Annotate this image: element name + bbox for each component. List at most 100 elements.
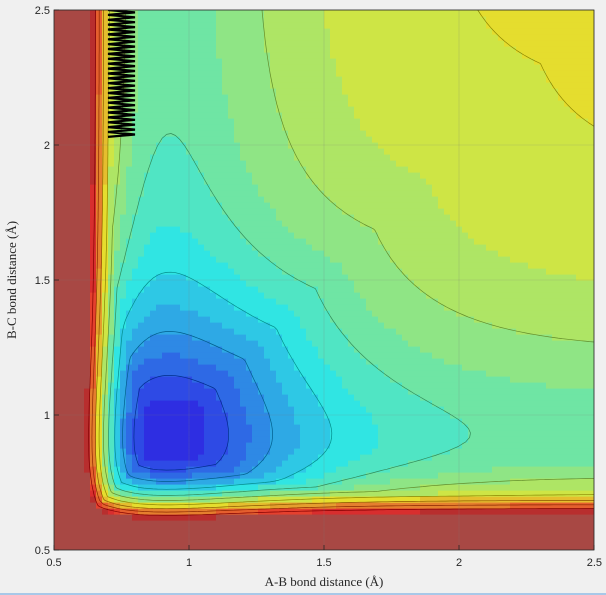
surface-cell: [72, 226, 79, 233]
surface-cell: [210, 148, 217, 155]
surface-cell: [384, 472, 391, 479]
surface-cell: [378, 184, 385, 191]
surface-cell: [78, 400, 85, 407]
surface-cell: [348, 538, 355, 545]
surface-cell: [192, 178, 199, 185]
surface-cell: [180, 130, 187, 137]
surface-cell: [138, 448, 145, 455]
surface-cell: [360, 544, 367, 550]
surface-cell: [222, 376, 229, 383]
surface-cell: [66, 514, 73, 521]
surface-cell: [240, 502, 247, 509]
surface-cell: [360, 154, 367, 161]
surface-cell: [264, 130, 271, 137]
surface-cell: [312, 106, 319, 113]
surface-cell: [288, 250, 295, 257]
surface-cell: [360, 34, 367, 41]
surface-cell: [300, 58, 307, 65]
surface-cell: [288, 316, 295, 323]
surface-cell: [90, 154, 97, 161]
surface-cell: [324, 436, 331, 443]
surface-cell: [138, 40, 145, 47]
surface-cell: [246, 286, 253, 293]
surface-cell: [168, 280, 175, 287]
surface-cell: [324, 358, 331, 365]
surface-cell: [162, 472, 169, 479]
surface-cell: [114, 454, 121, 461]
surface-cell: [180, 292, 187, 299]
surface-cell: [90, 526, 97, 533]
surface-cell: [336, 256, 343, 263]
surface-cell: [270, 64, 277, 71]
surface-cell: [138, 88, 145, 95]
surface-cell: [168, 364, 175, 371]
surface-cell: [318, 436, 325, 443]
surface-cell: [360, 166, 367, 173]
surface-cell: [78, 190, 85, 197]
surface-cell: [192, 202, 199, 209]
surface-cell: [318, 358, 325, 365]
surface-cell: [114, 430, 121, 437]
surface-cell: [72, 376, 79, 383]
surface-cell: [342, 370, 349, 377]
surface-cell: [156, 190, 163, 197]
surface-cell: [324, 256, 331, 263]
surface-cell: [168, 232, 175, 239]
surface-cell: [318, 226, 325, 233]
surface-cell: [270, 226, 277, 233]
surface-cell: [330, 70, 337, 77]
surface-cell: [282, 154, 289, 161]
surface-cell: [330, 166, 337, 173]
surface-cell: [180, 142, 187, 149]
surface-cell: [240, 430, 247, 437]
surface-cell: [132, 124, 139, 131]
surface-cell: [312, 364, 319, 371]
surface-cell: [180, 154, 187, 161]
surface-cell: [228, 310, 235, 317]
surface-cell: [126, 370, 133, 377]
surface-cell: [336, 28, 343, 35]
surface-cell: [156, 70, 163, 77]
surface-cell: [174, 454, 181, 461]
surface-cell: [258, 448, 265, 455]
surface-cell: [90, 352, 97, 359]
surface-cell: [366, 34, 373, 41]
surface-cell: [276, 142, 283, 149]
surface-cell: [312, 400, 319, 407]
surface-cell: [360, 70, 367, 77]
surface-cell: [378, 160, 385, 167]
surface-cell: [294, 160, 301, 167]
surface-cell: [330, 538, 337, 545]
surface-cell: [132, 436, 139, 443]
surface-cell: [114, 328, 121, 335]
surface-cell: [240, 370, 247, 377]
surface-cell: [300, 52, 307, 59]
surface-cell: [270, 442, 277, 449]
surface-cell: [246, 418, 253, 425]
surface-cell: [84, 154, 91, 161]
surface-cell: [198, 292, 205, 299]
surface-cell: [60, 292, 67, 299]
surface-cell: [102, 532, 109, 539]
surface-cell: [108, 538, 115, 545]
surface-cell: [258, 538, 265, 545]
surface-cell: [228, 442, 235, 449]
surface-cell: [156, 148, 163, 155]
surface-cell: [132, 70, 139, 77]
surface-cell: [168, 106, 175, 113]
surface-cell: [372, 544, 379, 550]
surface-cell: [174, 28, 181, 35]
surface-cell: [246, 526, 253, 533]
surface-cell: [78, 166, 85, 173]
surface-cell: [354, 34, 361, 41]
surface-cell: [168, 484, 175, 491]
surface-cell: [360, 88, 367, 95]
surface-cell: [60, 430, 67, 437]
surface-cell: [372, 274, 379, 281]
surface-cell: [60, 466, 67, 473]
surface-cell: [90, 28, 97, 35]
surface-cell: [360, 316, 367, 323]
surface-cell: [372, 442, 379, 449]
surface-cell: [204, 232, 211, 239]
surface-cell: [120, 400, 127, 407]
